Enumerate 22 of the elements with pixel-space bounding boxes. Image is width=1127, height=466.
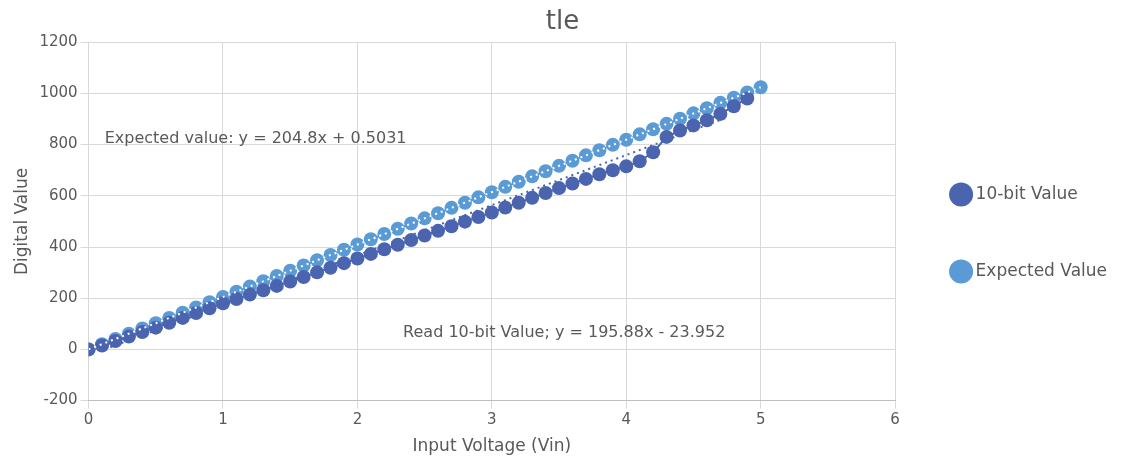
x-tick-label: 3 xyxy=(487,410,497,429)
annotation: Read 10-bit Value; y = 195.88x - 23.952 xyxy=(403,321,726,341)
x-tick-label: 5 xyxy=(755,410,766,429)
legend-label: 10-bit Value xyxy=(975,182,1078,203)
x-tick-label: 0 xyxy=(83,410,94,429)
x-tick-label: 6 xyxy=(890,410,900,429)
x-tick-label: 2 xyxy=(352,410,363,429)
y-tick-label: 1200 xyxy=(39,32,78,51)
y-tick-label: 400 xyxy=(48,236,78,255)
legend-label: Expected Value xyxy=(975,259,1107,280)
y-tick-label: 200 xyxy=(48,288,78,307)
y-tick-label: -200 xyxy=(43,390,78,409)
chart-title: tle xyxy=(545,5,580,36)
x-axis-title: Input Voltage (Vin) xyxy=(412,435,572,456)
x-tick-label: 1 xyxy=(218,410,228,429)
y-axis-title: Digital Value xyxy=(10,167,31,276)
y-tick-label: 1000 xyxy=(39,83,78,102)
annotation: Expected value: y = 204.8x + 0.5031 xyxy=(104,128,407,148)
y-tick-label: 800 xyxy=(48,134,78,153)
y-tick-label: 0 xyxy=(68,339,78,358)
x-tick-label: 4 xyxy=(621,410,632,429)
y-tick-label: 600 xyxy=(48,185,78,204)
